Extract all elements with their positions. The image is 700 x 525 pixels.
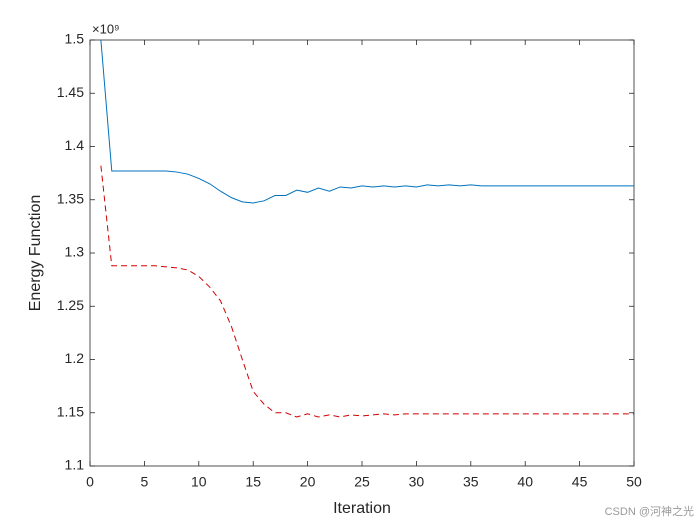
x-tick-label: 40	[517, 474, 533, 490]
x-tick-label: 15	[245, 474, 261, 490]
y-tick-label: 1.1	[65, 457, 85, 473]
x-tick-label: 10	[191, 474, 207, 490]
plot-area	[89, 39, 635, 467]
y-tick-label: 1.4	[65, 137, 85, 153]
x-tick-label: 5	[141, 474, 149, 490]
x-tick-label: 25	[354, 474, 370, 490]
x-tick-label: 20	[300, 474, 316, 490]
y-tick-label: 1.15	[57, 403, 84, 419]
watermark: CSDN @河神之光	[605, 504, 694, 518]
series-line	[100, 39, 634, 204]
y-tick-label: 1.2	[65, 350, 85, 366]
y-multiplier: ×10⁹	[92, 21, 120, 36]
x-tick-label: 50	[626, 474, 642, 490]
x-tick-label: 45	[572, 474, 588, 490]
y-tick-label: 1.25	[57, 297, 84, 313]
y-axis-label: Energy Function	[27, 195, 44, 312]
x-tick-label: 35	[463, 474, 479, 490]
y-tick-label: 1.35	[57, 190, 84, 206]
y-tick-label: 1.45	[57, 84, 84, 100]
x-tick-label: 30	[409, 474, 425, 490]
x-axis-label: Iteration	[333, 500, 391, 517]
x-tick-label: 0	[86, 474, 94, 490]
series-line	[100, 165, 634, 418]
y-tick-label: 1.5	[65, 31, 85, 47]
y-tick-label: 1.3	[65, 244, 85, 260]
